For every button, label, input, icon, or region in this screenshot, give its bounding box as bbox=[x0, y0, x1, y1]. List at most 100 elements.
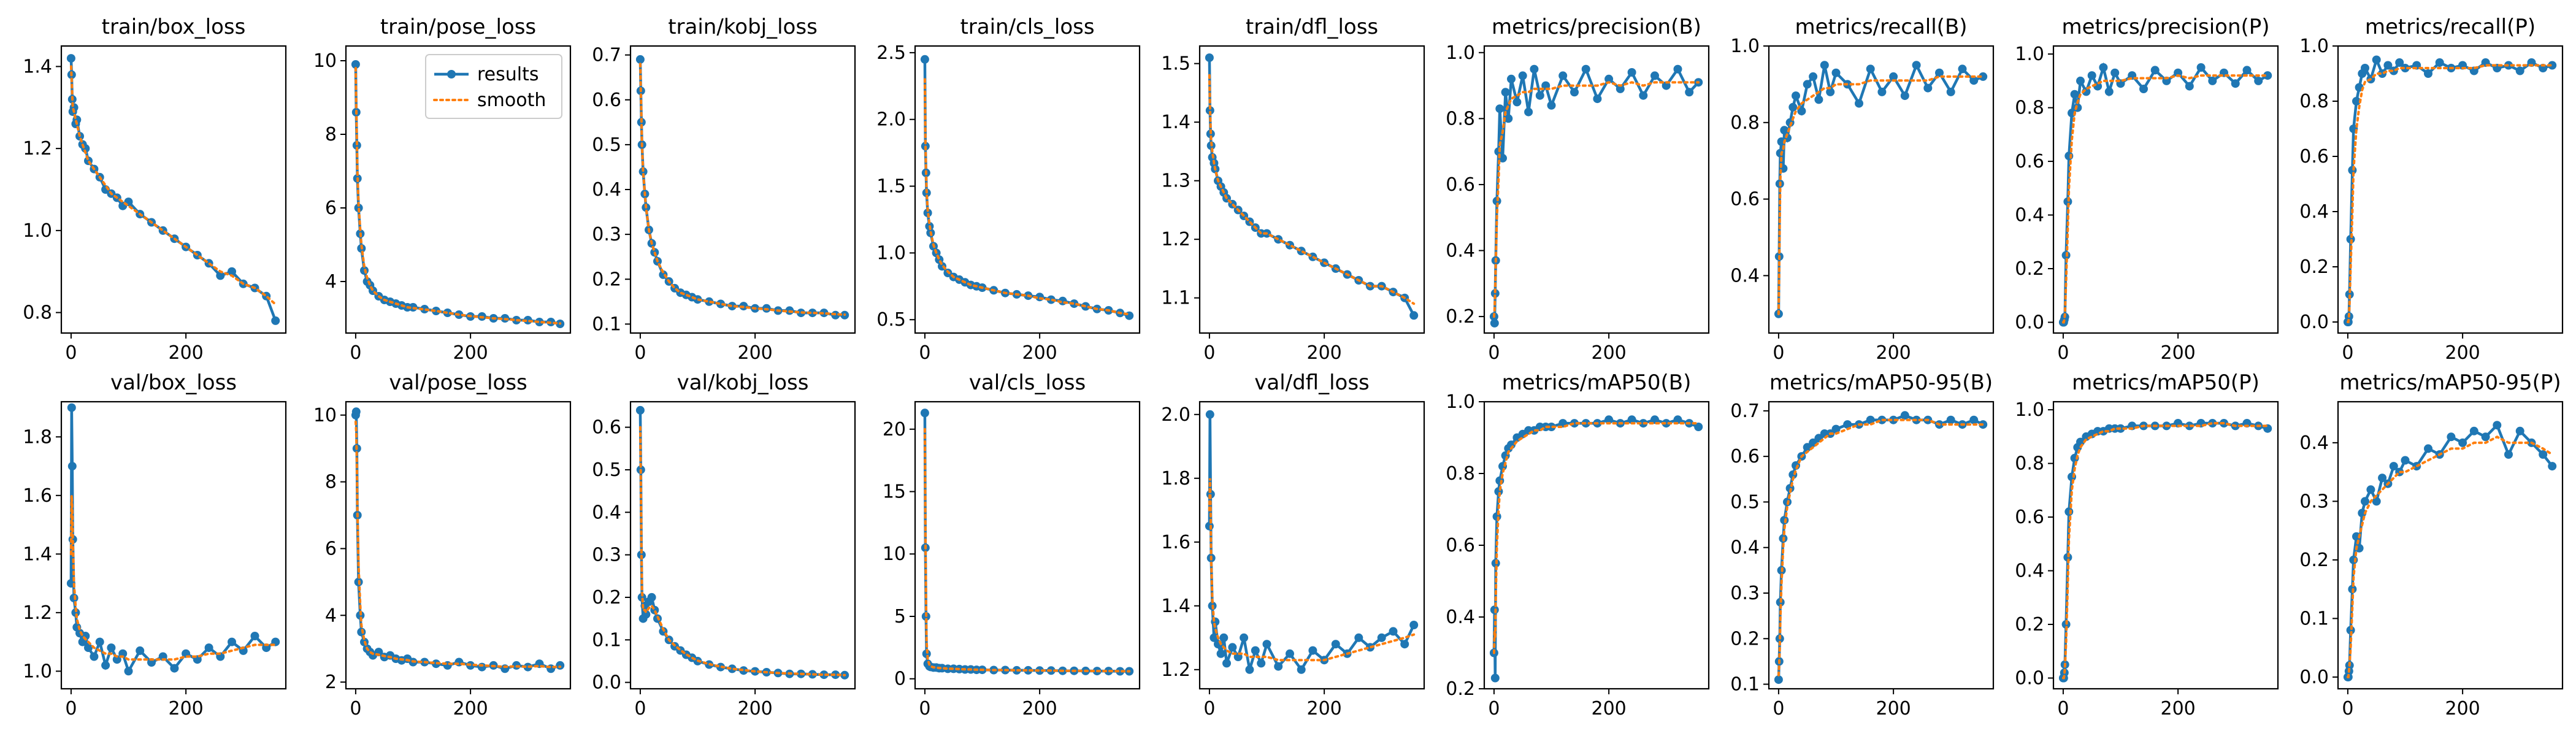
y-tick-label: 2 bbox=[325, 672, 337, 693]
chart-title: metrics/precision(P) bbox=[2061, 15, 2269, 39]
data-point bbox=[635, 55, 645, 64]
axes-frame bbox=[914, 401, 1141, 690]
chart-title: train/cls_loss bbox=[960, 15, 1094, 39]
data-point bbox=[1530, 64, 1539, 74]
data-point bbox=[2345, 290, 2354, 299]
y-tick-label: 0.2 bbox=[592, 269, 621, 290]
y-tick-label: 10 bbox=[313, 50, 337, 72]
x-tick-label: 0 bbox=[634, 698, 646, 719]
chart-panel-metrics-map50-95-p: metrics/mAP50-95(P) 0.0 0.1 0.2 0.3 0.4 0 200 bbox=[2299, 370, 2564, 719]
x-tick-label: 200 bbox=[453, 342, 488, 364]
data-point bbox=[1843, 420, 1852, 429]
data-point bbox=[1979, 72, 1988, 81]
y-tick-label: 2.0 bbox=[876, 109, 906, 131]
y-tick-label: 0.3 bbox=[2299, 491, 2329, 512]
chart-panel-val-pose-loss: val/pose_loss 2 4 6 8 10 0 200 bbox=[313, 370, 572, 719]
data-point bbox=[1900, 91, 1909, 101]
data-point bbox=[351, 407, 361, 416]
y-tick-label: 1.4 bbox=[23, 56, 52, 77]
series-line-results bbox=[2347, 55, 2553, 324]
axes-frame bbox=[629, 401, 856, 690]
y-tick-label: 0.1 bbox=[2299, 608, 2329, 629]
data-point bbox=[1070, 299, 1079, 309]
x-tick-label: 200 bbox=[1591, 698, 1626, 719]
y-tick-label: 0.6 bbox=[592, 90, 621, 111]
x-tick-label: 200 bbox=[2160, 342, 2195, 364]
data-point bbox=[1969, 76, 1979, 85]
x-tick-label: 200 bbox=[1022, 698, 1057, 719]
data-point bbox=[535, 318, 544, 326]
data-point bbox=[1570, 88, 1579, 97]
data-point bbox=[2099, 63, 2108, 72]
data-point bbox=[920, 408, 929, 418]
axes-frame bbox=[1198, 401, 1425, 690]
y-tick-label: 5 bbox=[894, 606, 906, 627]
data-point bbox=[2372, 55, 2381, 64]
series-line-smooth bbox=[638, 426, 846, 677]
data-point bbox=[1889, 72, 1898, 81]
series-line-results bbox=[1777, 61, 1984, 314]
data-point bbox=[1504, 114, 1513, 123]
data-point bbox=[1792, 91, 1800, 101]
chart-panel-val-dfl-loss: val/dfl_loss 1.2 1.4 1.6 1.8 2.0 0 200 bbox=[1161, 370, 1425, 719]
data-point bbox=[1866, 64, 1875, 74]
data-point bbox=[124, 667, 133, 676]
data-point bbox=[1673, 415, 1682, 424]
data-point bbox=[1673, 64, 1682, 74]
data-point bbox=[1780, 126, 1789, 135]
data-point bbox=[2447, 432, 2456, 442]
data-point bbox=[1228, 643, 1237, 652]
y-tick-label: 6 bbox=[325, 538, 337, 559]
data-point bbox=[1616, 84, 1625, 93]
data-point bbox=[1274, 662, 1283, 671]
data-point bbox=[1627, 68, 1636, 77]
data-point bbox=[1650, 415, 1659, 424]
y-tick-label: 1.0 bbox=[2299, 36, 2329, 57]
chart-title: metrics/mAP50(B) bbox=[1502, 370, 1692, 395]
data-point bbox=[228, 267, 236, 276]
data-point bbox=[1490, 289, 1500, 298]
data-point bbox=[1797, 107, 1806, 116]
chart-title: train/dfl_loss bbox=[1246, 15, 1378, 39]
y-tick-label: 0.6 bbox=[1446, 174, 1475, 196]
data-point bbox=[1803, 443, 1812, 452]
data-point bbox=[1286, 240, 1294, 250]
data-point bbox=[1354, 633, 1363, 642]
x-tick-label: 200 bbox=[1022, 342, 1057, 364]
data-point bbox=[1286, 649, 1294, 658]
y-tick-label: 0.6 bbox=[592, 417, 621, 439]
data-point bbox=[1377, 633, 1386, 642]
data-point bbox=[2424, 69, 2432, 78]
data-point bbox=[1216, 649, 1225, 658]
y-tick-label: 0.5 bbox=[592, 134, 621, 156]
data-point bbox=[2254, 76, 2263, 85]
data-point bbox=[1831, 68, 1841, 77]
chart-panel-train-dfl-loss: train/dfl_loss 1.1 1.2 1.3 1.4 1.5 0 200 bbox=[1161, 15, 1425, 364]
data-point bbox=[2515, 426, 2524, 435]
data-point bbox=[2401, 64, 2410, 72]
y-tick-label: 0.0 bbox=[2299, 312, 2329, 333]
data-point bbox=[1650, 71, 1659, 80]
data-point bbox=[1240, 633, 1249, 642]
x-tick-label: 0 bbox=[919, 698, 930, 719]
y-tick-label: 1.0 bbox=[1446, 42, 1475, 64]
data-point bbox=[1662, 419, 1671, 428]
data-point bbox=[420, 305, 429, 313]
data-point bbox=[1490, 673, 1500, 683]
data-point bbox=[95, 637, 104, 646]
data-point bbox=[1209, 633, 1219, 642]
y-tick-label: 1.5 bbox=[1161, 53, 1190, 75]
x-tick-label: 200 bbox=[737, 342, 772, 364]
x-tick-label: 0 bbox=[1773, 698, 1784, 719]
data-point bbox=[727, 664, 737, 673]
data-point bbox=[1492, 196, 1501, 205]
series-line-results bbox=[1777, 413, 1984, 680]
chart-title: metrics/precision(B) bbox=[1492, 15, 1701, 39]
y-tick-label: 0.3 bbox=[1730, 583, 1760, 604]
data-point bbox=[2366, 485, 2375, 494]
axes-frame bbox=[1483, 45, 1710, 334]
y-tick-label: 2.0 bbox=[1161, 404, 1190, 426]
chart-title: val/pose_loss bbox=[389, 370, 527, 395]
y-tick-label: 4 bbox=[325, 605, 337, 626]
